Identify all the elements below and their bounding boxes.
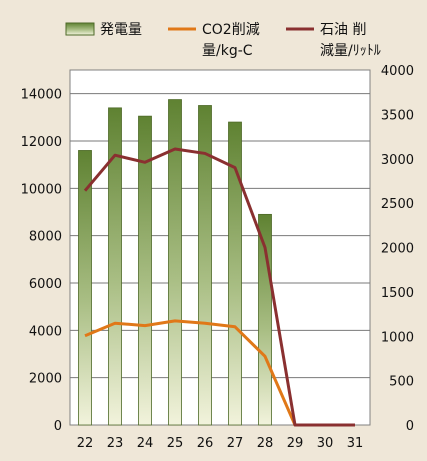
bar — [78, 150, 92, 426]
x-tick-label: 27 — [227, 436, 244, 451]
x-tick-label: 28 — [257, 436, 274, 451]
left-tick-label: 14000 — [21, 88, 62, 103]
x-tick-label: 26 — [197, 436, 214, 451]
bar — [108, 107, 122, 426]
x-tick-label: 24 — [137, 436, 154, 451]
right-tick-label: 0 — [406, 419, 414, 434]
left-tick-label: 2000 — [29, 372, 62, 387]
series-line — [83, 147, 355, 427]
x-axis: 22 23 24 25 26 27 28 29 30 31 — [77, 436, 364, 451]
bar — [228, 121, 242, 426]
legend-oil-label-line2: 減量/ﾘｯﾄﾙ — [320, 42, 381, 59]
x-tick-label: 25 — [167, 436, 184, 451]
x-tick-label: 30 — [317, 436, 334, 451]
left-tick-label: 10000 — [21, 182, 62, 197]
left-tick-label: 8000 — [29, 230, 62, 245]
right-tick-label: 2000 — [381, 242, 414, 257]
left-axis: 0 2000 4000 6000 8000 10000 12000 14000 — [21, 88, 62, 434]
right-axis: 0 500 1000 1500 2000 2500 3000 3500 4000 — [381, 64, 414, 434]
left-tick-label: 6000 — [29, 277, 62, 292]
x-tick-label: 29 — [287, 436, 304, 451]
right-tick-label: 1500 — [381, 286, 414, 301]
x-tick-label: 23 — [107, 436, 124, 451]
bar — [168, 99, 182, 426]
right-tick-label: 3000 — [381, 153, 414, 168]
bar — [138, 115, 152, 426]
right-tick-label: 3500 — [381, 108, 414, 123]
legend-oil-label-line1: 石油 削 — [320, 22, 366, 38]
right-tick-label: 500 — [389, 375, 414, 390]
legend: 発電量 CO2削減 量/kg-C 石油 削 減量/ﾘｯﾄﾙ — [65, 21, 381, 59]
bar — [198, 105, 212, 426]
legend-co2-label-line2: 量/kg-C — [202, 43, 253, 59]
right-tick-label: 4000 — [381, 64, 414, 79]
x-tick-label: 31 — [347, 436, 364, 451]
legend-bar-label: 発電量 — [100, 22, 142, 38]
left-tick-label: 12000 — [21, 135, 62, 150]
legend-bar-swatch — [65, 22, 95, 36]
right-tick-label: 1000 — [381, 330, 414, 345]
line-series — [83, 147, 355, 427]
left-tick-label: 0 — [54, 419, 62, 434]
left-tick-label: 4000 — [29, 324, 62, 339]
legend-co2-label-line1: CO2削減 — [202, 21, 260, 38]
x-tick-label: 22 — [77, 436, 94, 451]
right-tick-label: 2500 — [381, 197, 414, 212]
